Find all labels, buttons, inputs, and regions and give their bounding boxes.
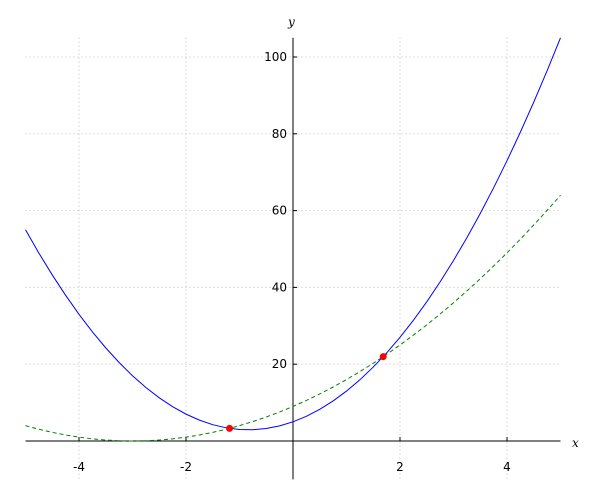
intersection-point [379,353,387,361]
y-tick-label: 20 [272,357,287,371]
curve [25,194,561,442]
y-tick-label: 40 [272,280,287,294]
intersection-point [226,424,234,432]
y-axis-label: y [287,15,295,29]
x-tick-label: 2 [396,460,404,474]
x-tick-label: -2 [180,460,192,474]
x-tick-label: 4 [503,460,511,474]
curve [25,37,561,431]
y-tick-label: 60 [272,204,287,218]
y-tick-label: 100 [264,50,287,64]
x-axis-label: x [572,436,579,450]
x-tick-label: -4 [73,460,85,474]
y-tick-label: 80 [272,127,287,141]
